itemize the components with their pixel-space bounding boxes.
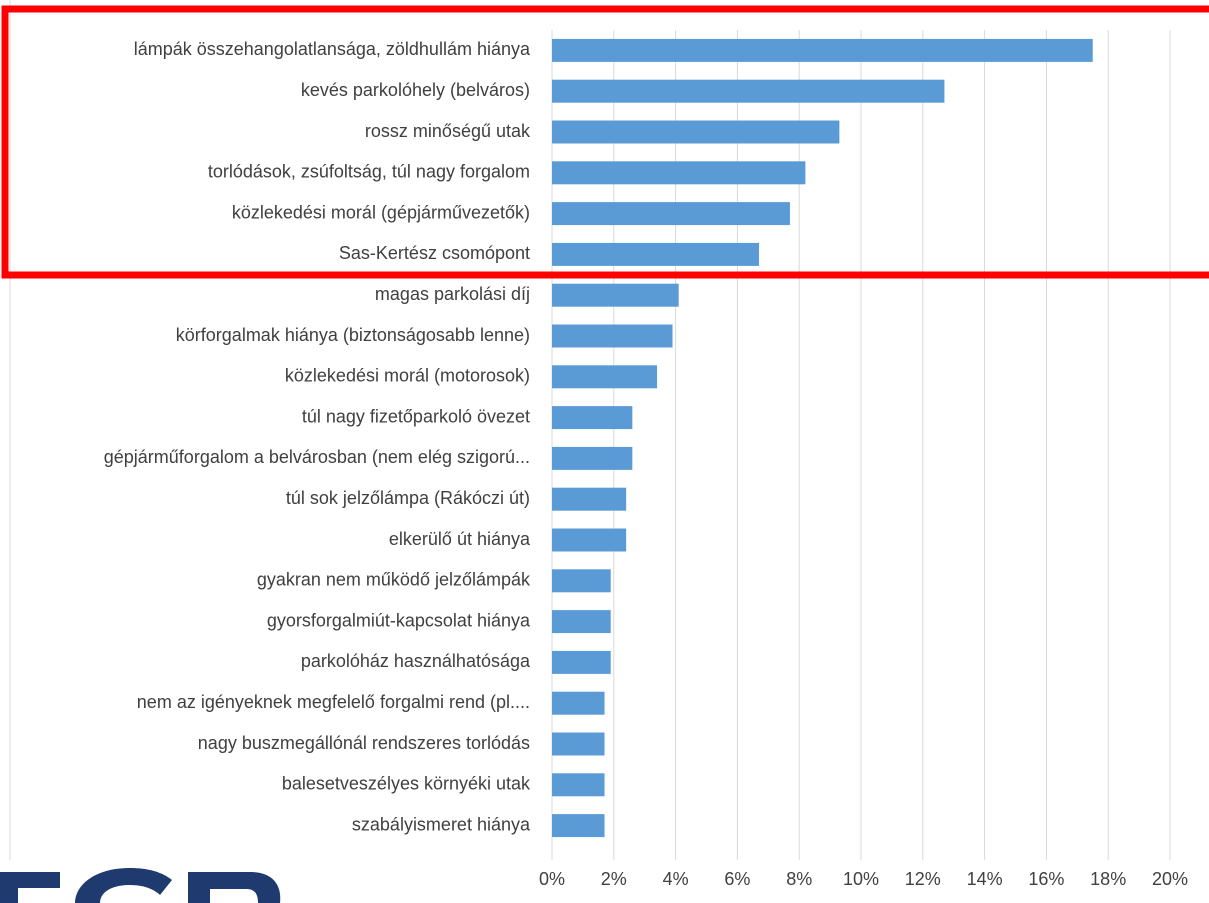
y-tick-label: túl sok jelzőlámpa (Rákóczi út)	[286, 488, 530, 508]
x-tick-label: 0%	[539, 869, 565, 889]
bar	[552, 528, 627, 552]
bar	[552, 120, 840, 144]
logo	[0, 868, 281, 903]
y-tick-label: balesetveszélyes környéki utak	[282, 774, 531, 794]
y-tick-label: nagy buszmegállónál rendszeres torlódás	[198, 733, 530, 753]
x-tick-label: 4%	[663, 869, 689, 889]
y-tick-label: rossz minőségű utak	[365, 121, 531, 141]
bar	[552, 365, 658, 389]
x-tick-label: 14%	[967, 869, 1003, 889]
bar	[552, 406, 633, 430]
bar	[552, 242, 760, 266]
bar	[552, 324, 673, 348]
x-tick-label: 12%	[905, 869, 941, 889]
bar	[552, 814, 605, 838]
bar	[552, 202, 790, 226]
bar	[552, 610, 611, 634]
bar	[552, 487, 627, 511]
x-tick-label: 16%	[1028, 869, 1064, 889]
y-tick-label: kevés parkolóhely (belváros)	[301, 80, 530, 100]
y-tick-label: túl nagy fizetőparkoló övezet	[302, 406, 530, 426]
plot: 0% 2% 4% 6% 8% 10% 12% 14% 16% 18% 20% lámpák össze…	[104, 30, 1188, 889]
y-tick-label: gyakran nem működő jelzőlámpák	[257, 570, 531, 590]
y-tick-label: közlekedési morál (motorosok)	[285, 366, 530, 386]
y-tick-label: parkolóház használhatósága	[301, 651, 531, 671]
bar	[552, 446, 633, 470]
x-tick-label: 2%	[601, 869, 627, 889]
bar	[552, 38, 1093, 62]
y-tick-label: körforgalmak hiánya (biztonságosabb lenn…	[176, 325, 530, 345]
y-tick-label: közlekedési morál (gépjárművezetők)	[232, 202, 530, 222]
bar	[552, 773, 605, 797]
y-tick-label: torlódások, zsúfoltság, túl nagy forgalo…	[208, 162, 530, 182]
bar	[552, 732, 605, 756]
bar	[552, 650, 611, 674]
x-tick-label: 10%	[843, 869, 879, 889]
x-tick-label: 8%	[786, 869, 812, 889]
y-tick-label: gyorsforgalmiút-kapcsolat hiánya	[267, 610, 531, 630]
y-tick-label: Sas-Kertész csomópont	[339, 243, 530, 263]
bar	[552, 569, 611, 593]
y-tick-label: lámpák összehangolatlansága, zöldhullám …	[134, 39, 531, 59]
highlight-box	[1, 5, 1209, 279]
y-tick-label: elkerülő út hiánya	[389, 529, 531, 549]
x-tick-label: 18%	[1090, 869, 1126, 889]
x-tick-label: 20%	[1152, 869, 1188, 889]
bar	[552, 691, 605, 715]
y-tick-label: nem az igényeknek megfelelő forgalmi ren…	[137, 692, 530, 712]
bar	[552, 283, 679, 307]
bar	[552, 161, 806, 185]
y-tick-label: magas parkolási díj	[375, 284, 530, 304]
y-tick-label: szabályismeret hiánya	[352, 814, 531, 834]
x-tick-label: 6%	[724, 869, 750, 889]
bar	[552, 79, 945, 103]
y-tick-label: gépjárműforgalom a belvárosban (nem elég…	[104, 447, 530, 467]
